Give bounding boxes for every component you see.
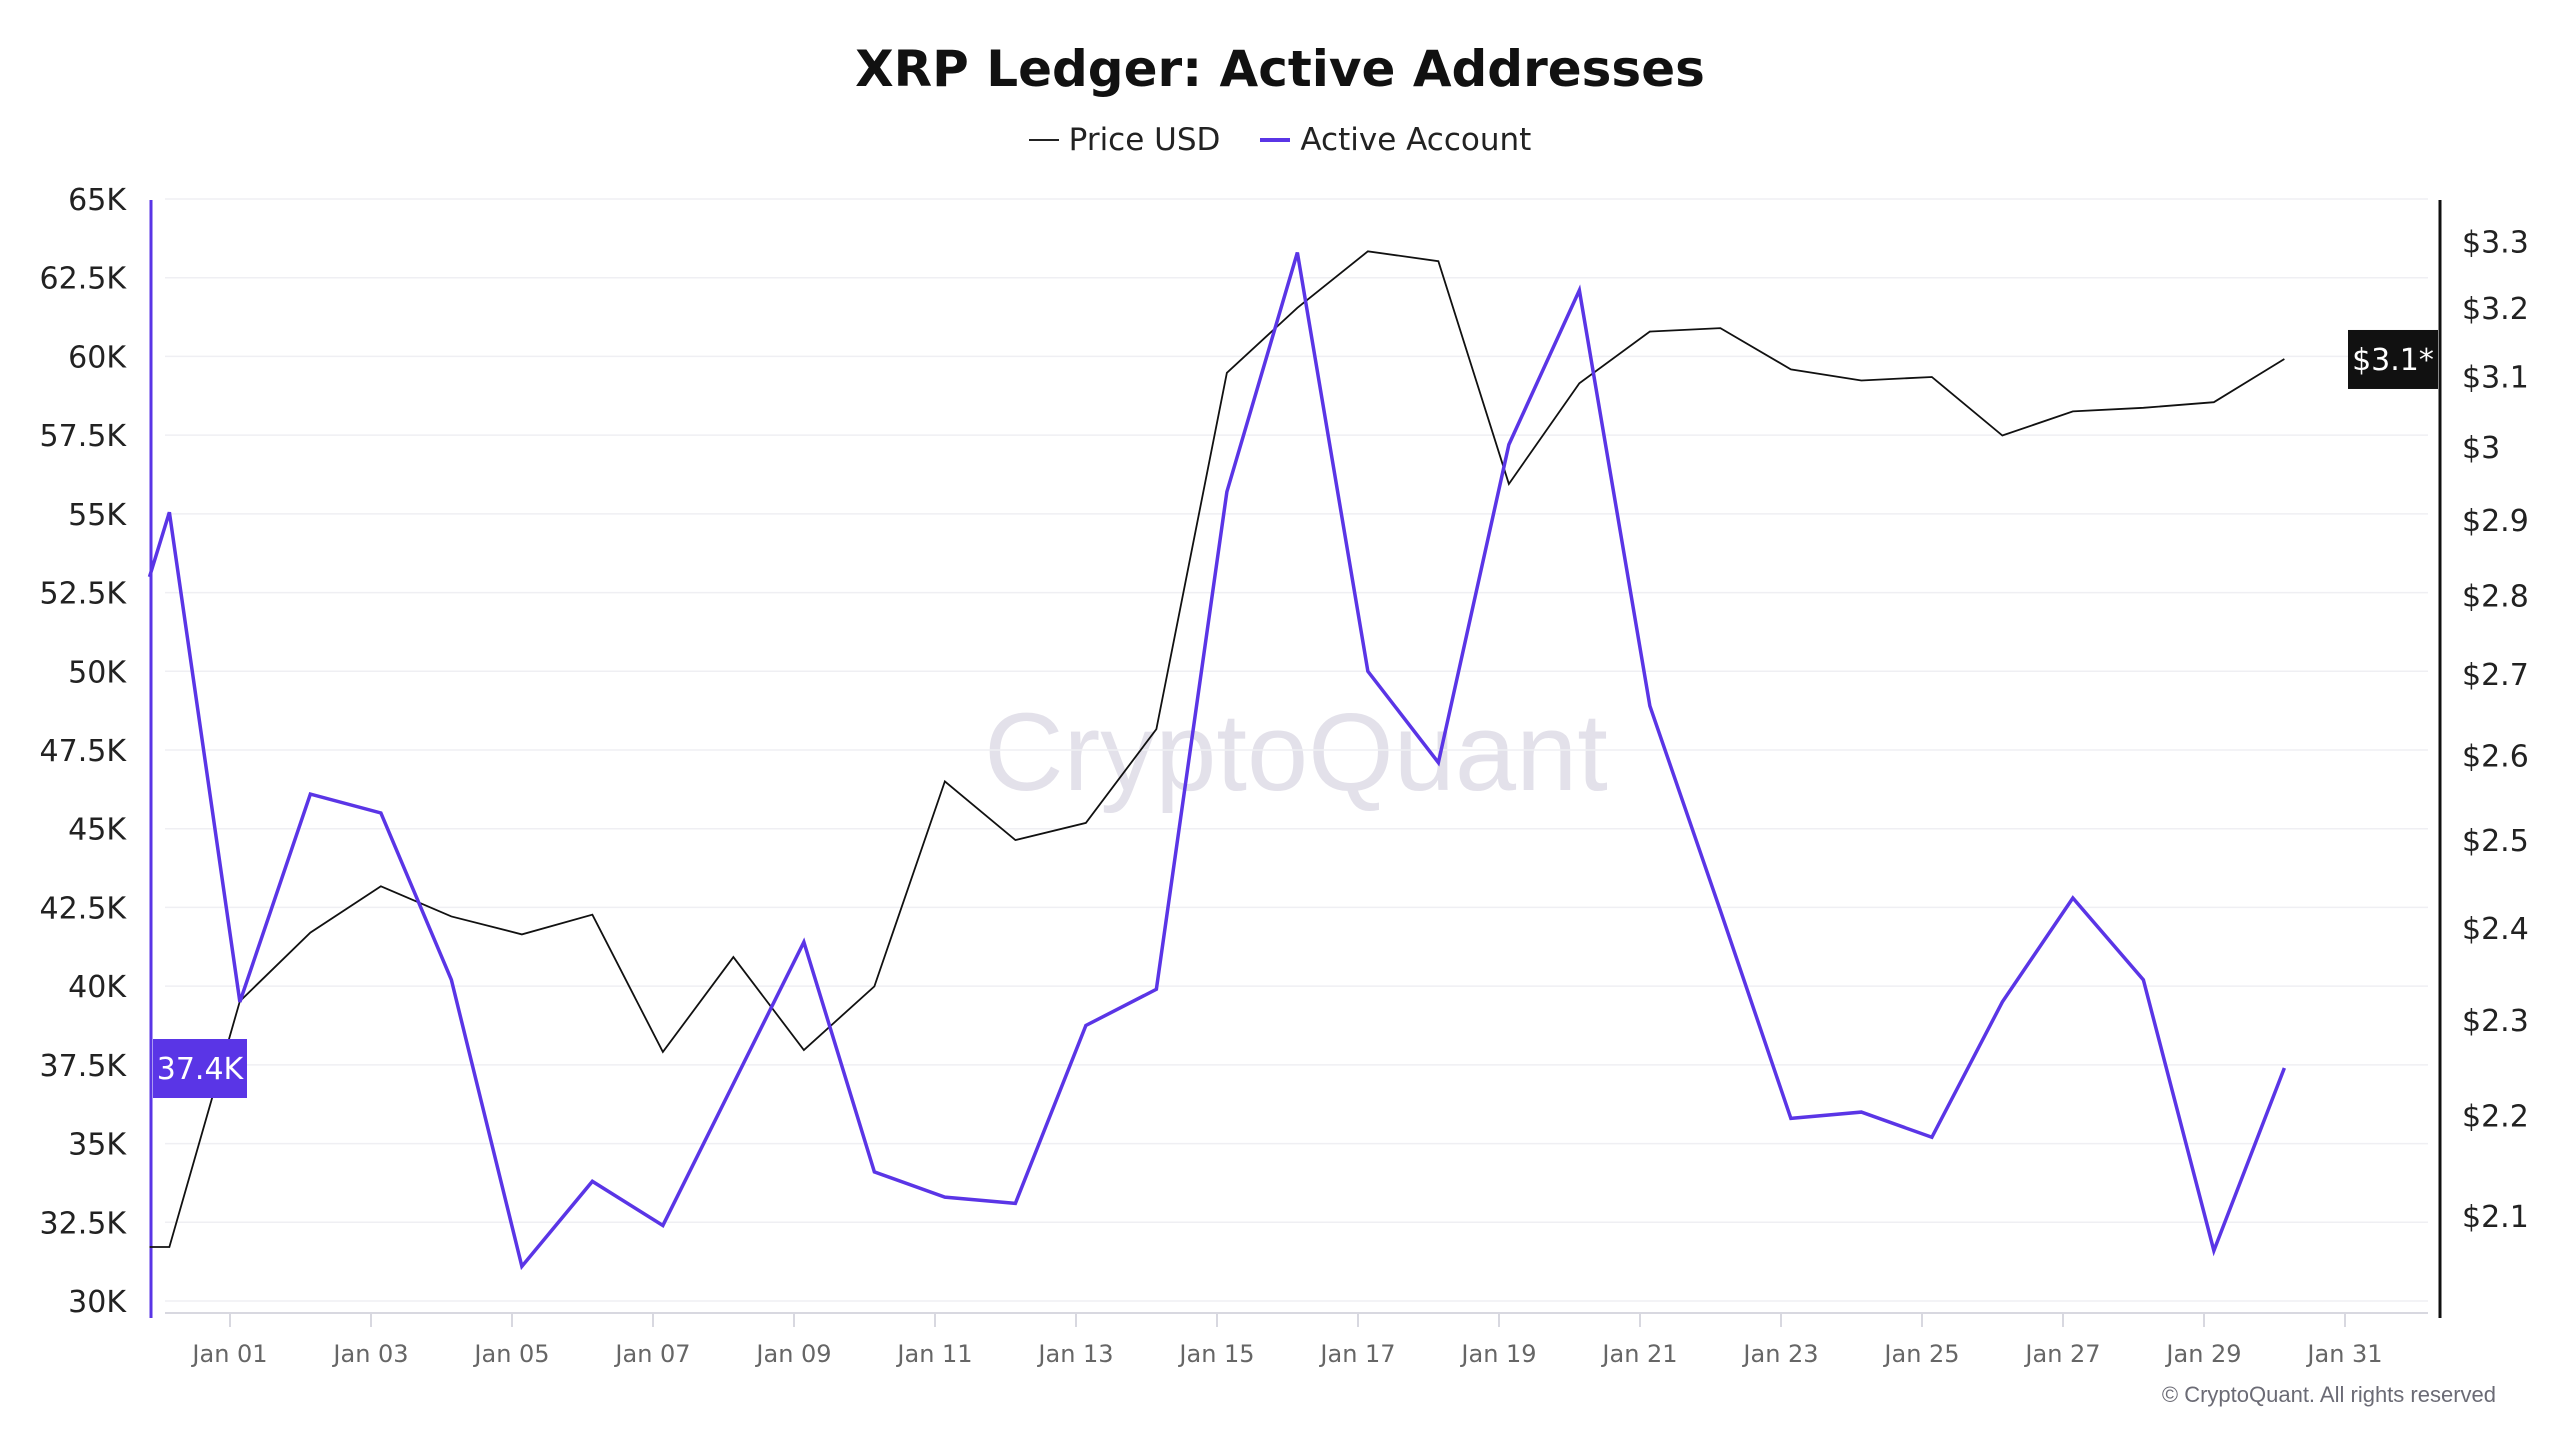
y-left-tick-label: 55K: [68, 498, 127, 533]
legend-item-price[interactable]: Price USD: [1028, 122, 1221, 158]
y-left-tick-label: 50K: [68, 655, 127, 690]
y-right-tick-label: $2.1: [2462, 1200, 2529, 1235]
y-left-tick-label: 42.5K: [40, 891, 128, 926]
y-right-tick-label: $2.3: [2462, 1004, 2529, 1039]
x-tick-label: Jan 01: [190, 1340, 267, 1368]
x-tick-label: Jan 13: [1036, 1340, 1113, 1368]
y-right-tick-label: $2.5: [2462, 824, 2529, 859]
y-right-tick-label: $3.3: [2462, 226, 2529, 261]
x-tick-label: Jan 23: [1741, 1340, 1818, 1368]
y-right-tick-label: $2.6: [2462, 740, 2529, 775]
y-right-tick-label: $2.2: [2462, 1100, 2529, 1135]
legend-label-price: Price USD: [1068, 122, 1221, 158]
y-left-tick-label: 35K: [68, 1128, 127, 1163]
x-tick-label: Jan 09: [754, 1340, 831, 1368]
y-left-tick-label: 40K: [68, 970, 127, 1005]
copyright-text: © CryptoQuant. All rights reserved: [2161, 1382, 2496, 1407]
y-right-tick-label: $2.8: [2462, 580, 2529, 615]
x-tick-label: Jan 11: [895, 1340, 972, 1368]
y-left-tick-label: 65K: [68, 183, 127, 218]
legend-swatch-price: [1028, 139, 1059, 141]
x-tick-label: Jan 03: [331, 1340, 408, 1368]
x-tick-label: Jan 31: [2305, 1340, 2382, 1368]
legend-label-active: Active Account: [1300, 122, 1532, 158]
y-right-tick-label: $3.1: [2462, 360, 2529, 395]
y-left-tick-label: 37.5K: [40, 1049, 128, 1084]
x-tick-label: Jan 19: [1459, 1340, 1536, 1368]
x-tick-label: Jan 21: [1600, 1340, 1677, 1368]
legend-swatch-active: [1260, 138, 1291, 142]
y-left-tick-label: 57.5K: [40, 419, 128, 454]
x-tick-label: Jan 15: [1177, 1340, 1254, 1368]
y-right-tick-label: $2.4: [2462, 912, 2529, 947]
y-right-tick-label: $3: [2462, 431, 2500, 466]
y-left-tick-label: 32.5K: [40, 1206, 128, 1241]
current-price-badge: [2348, 329, 2438, 389]
y-left-tick-label: 47.5K: [40, 734, 128, 769]
current-active-badge: [153, 1039, 247, 1099]
x-tick-label: Jan 05: [472, 1340, 549, 1368]
x-tick-label: Jan 25: [1882, 1340, 1959, 1368]
y-right-tick-label: $2.7: [2462, 658, 2529, 693]
current-active-label: 37.4K: [157, 1052, 245, 1087]
active-account-line: [147, 252, 2287, 1271]
y-left-tick-label: 45K: [68, 813, 127, 848]
y-right-tick-label: $3.2: [2462, 292, 2529, 327]
x-tick-label: Jan 17: [1318, 1340, 1395, 1368]
x-tick-label: Jan 07: [613, 1340, 690, 1368]
y-right-tick-label: $2.9: [2462, 504, 2529, 539]
watermark: CryptoQuant: [984, 691, 1608, 814]
y-left-tick-label: 52.5K: [40, 577, 128, 612]
legend-item-active[interactable]: Active Account: [1260, 122, 1531, 158]
current-price-label: $3.1*: [2352, 343, 2434, 378]
chart-title: XRP Ledger: Active Addresses: [855, 40, 1705, 98]
y-left-tick-label: 30K: [68, 1285, 127, 1320]
legend: Price USD Active Account: [0, 122, 2560, 158]
y-left-tick-label: 62.5K: [40, 262, 128, 297]
price-usd-line: [149, 250, 2285, 1248]
x-tick-label: Jan 29: [2164, 1340, 2241, 1368]
x-tick-label: Jan 27: [2023, 1340, 2100, 1368]
y-left-tick-label: 60K: [68, 340, 127, 375]
